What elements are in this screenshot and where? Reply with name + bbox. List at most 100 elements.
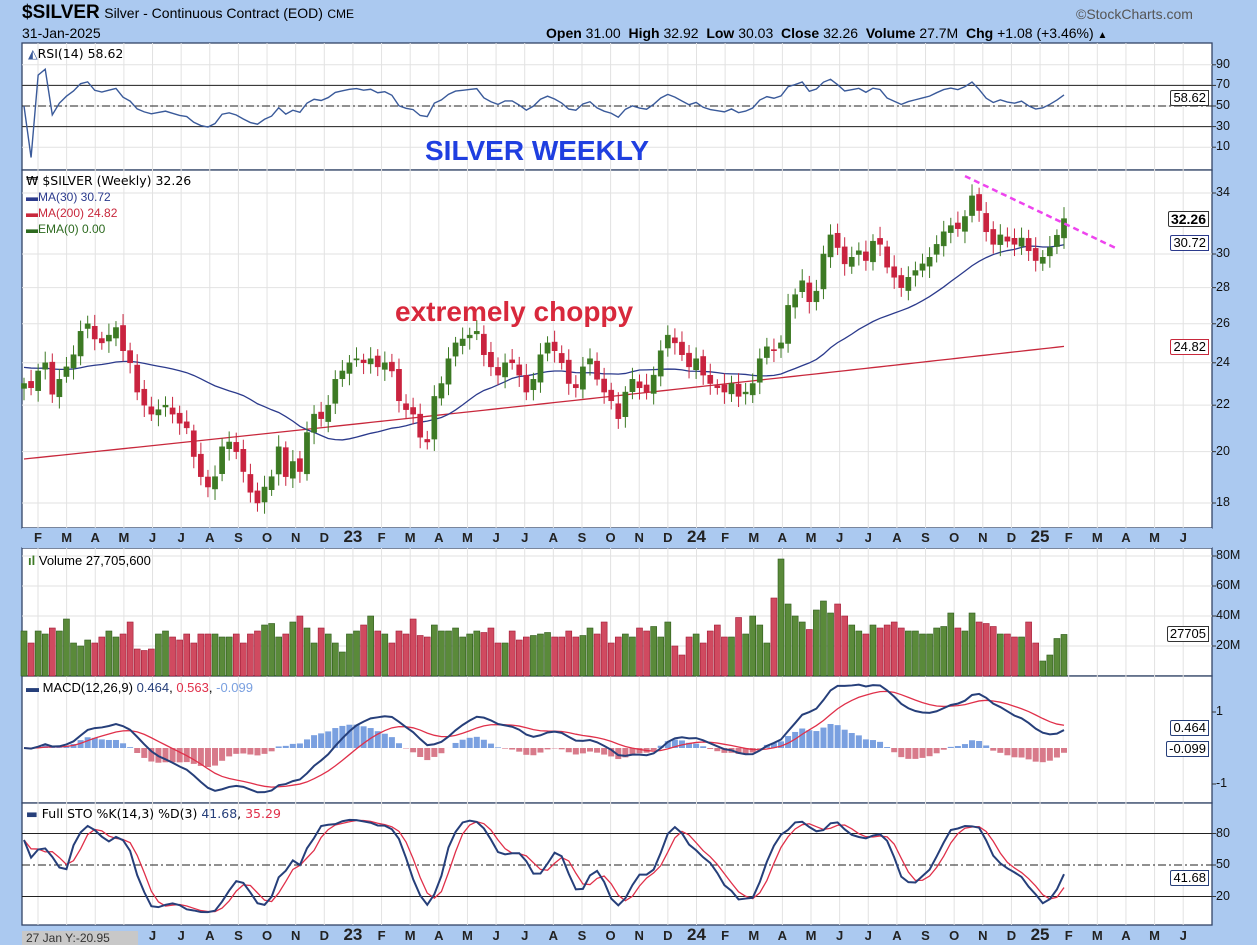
candle-body — [431, 396, 438, 440]
volume-bar — [225, 636, 233, 677]
volume-bar — [586, 627, 594, 677]
candle-body — [749, 383, 756, 396]
macd-histogram-bar — [629, 748, 636, 755]
candle-body — [509, 359, 516, 364]
macd-histogram-bar — [523, 748, 530, 755]
volume-label: Volume — [865, 25, 916, 41]
volume-bar — [728, 636, 735, 677]
volume-axis-label: 60M — [1216, 578, 1241, 592]
candle-body — [813, 290, 820, 303]
macd-histogram-bar — [594, 748, 601, 753]
volume-bar — [579, 635, 587, 677]
volume-bar — [692, 633, 700, 677]
candle-body — [268, 476, 275, 490]
close-label: Close — [781, 25, 820, 41]
volume-bar — [162, 630, 169, 677]
volume-bar — [876, 627, 884, 677]
volume-bar — [508, 630, 516, 677]
volume-bar — [600, 621, 608, 677]
price-axis-label: 30 — [1216, 246, 1230, 260]
macd-axis-label: 1 — [1216, 704, 1223, 718]
candle-body — [1047, 247, 1053, 257]
month-label: N — [634, 928, 644, 943]
month-label: D — [1006, 530, 1017, 545]
candle-body — [403, 403, 409, 410]
volume-bar — [211, 633, 219, 677]
month-label: 24 — [687, 527, 706, 546]
candle-body — [56, 379, 63, 398]
candle-body — [445, 358, 452, 385]
month-label: J — [864, 530, 872, 545]
candle-body — [820, 253, 827, 290]
candle-body — [1039, 257, 1046, 264]
month-label: D — [663, 530, 673, 545]
volume-bar — [501, 642, 509, 677]
symbol: $SILVER — [22, 2, 100, 23]
volume-bar — [1025, 621, 1032, 677]
month-label: M — [462, 530, 473, 545]
month-label: S — [921, 530, 930, 545]
month-label: M — [748, 530, 760, 545]
volume-bar — [820, 600, 827, 677]
volume-bar — [155, 633, 162, 677]
candle-body — [990, 229, 997, 245]
macd-histogram-bar — [735, 748, 742, 754]
volume-bar — [763, 642, 771, 677]
volume-bars-icon: ıl — [28, 553, 36, 568]
macd-histogram-bar — [374, 731, 381, 748]
candle-body — [289, 461, 296, 479]
candle-body — [495, 367, 501, 376]
macd-histogram-bar — [686, 742, 693, 748]
volume-bar — [275, 636, 282, 677]
month-label: M — [1091, 928, 1103, 943]
macd-histogram-bar — [134, 748, 141, 753]
volume-bar — [523, 636, 530, 677]
macd-axis-label: -1 — [1216, 776, 1228, 790]
volume-bar — [119, 633, 127, 677]
macd-histogram-bar — [197, 748, 204, 766]
volume-bar — [834, 603, 841, 677]
macd-histogram-bar — [1032, 748, 1039, 762]
volume-bar — [360, 624, 367, 677]
volume-bar — [388, 642, 396, 677]
month-label: M — [748, 928, 760, 943]
volume-bar — [204, 633, 212, 677]
close-value: 32.26 — [823, 25, 859, 41]
macd-histogram-bar — [516, 748, 523, 752]
candle-body — [240, 449, 247, 472]
month-label: D — [663, 928, 673, 943]
candle-body — [608, 389, 615, 402]
macd-histogram-bar — [799, 728, 806, 748]
volume-bar — [346, 633, 353, 677]
volume-bar — [1046, 654, 1054, 677]
volume-bar — [643, 630, 650, 677]
macd-histogram-bar — [141, 748, 148, 758]
macd-histogram-bar — [1053, 748, 1060, 758]
volume-bar — [593, 633, 601, 677]
exchange: CME — [327, 7, 354, 21]
chart-header: $SILVER Silver - Continuous Contract (EO… — [22, 2, 354, 24]
sto-value-tag: 41.68 — [1170, 870, 1209, 886]
macd-histogram-bar — [162, 748, 169, 763]
month-label: J — [177, 928, 185, 943]
candle-body — [664, 334, 671, 349]
macd-legend: ▬ MACD(12,26,9) 0.464, 0.563, -0.099 — [26, 680, 253, 695]
ma30-line — [23, 244, 1065, 441]
macd-histogram-bar — [792, 731, 799, 748]
low-value: 30.03 — [738, 25, 774, 41]
macd-histogram-bar — [693, 743, 700, 748]
candle-body — [827, 234, 834, 258]
volume-bar — [331, 642, 339, 677]
candle-body — [707, 375, 714, 384]
month-label: A — [90, 530, 100, 545]
rsi-axis-label: 50 — [1216, 98, 1230, 112]
macd-histogram-bar — [325, 731, 332, 748]
month-label: M — [462, 928, 473, 943]
macd-histogram-bar — [891, 748, 898, 753]
volume-bar — [20, 630, 28, 677]
month-label: N — [290, 530, 301, 545]
volume-bar — [112, 636, 120, 677]
candle-body — [516, 364, 523, 376]
candle-body — [855, 250, 862, 255]
